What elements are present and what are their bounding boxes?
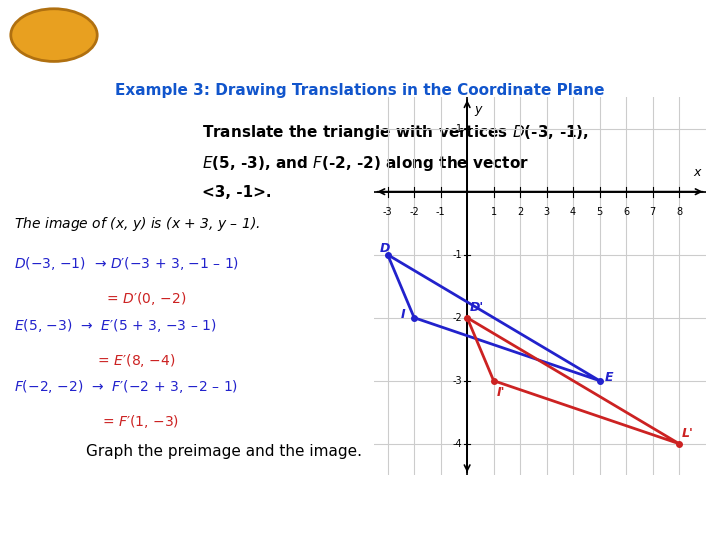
Text: $D$(−3, −1)  → $D$′(−3 + 3, −1 – 1): $D$(−3, −1) → $D$′(−3 + 3, −1 – 1) (14, 255, 240, 272)
Text: $E$(5, −3)  →  $E$′(5 + 3, −3 – 1): $E$(5, −3) → $E$′(5 + 3, −3 – 1) (14, 316, 217, 334)
Text: 6: 6 (623, 207, 629, 218)
Text: -3: -3 (452, 376, 462, 386)
Text: -1: -1 (452, 249, 462, 260)
Text: I': I' (496, 387, 505, 400)
Text: 5: 5 (596, 207, 603, 218)
Text: $E$(5, -3), and $F$(-2, -2) along the vector: $E$(5, -3), and $F$(-2, -2) along the ve… (202, 154, 528, 173)
Text: D': D' (469, 301, 484, 314)
Text: -2: -2 (452, 313, 462, 323)
Text: 2: 2 (517, 207, 523, 218)
Text: 8: 8 (676, 207, 682, 218)
Text: -3: -3 (383, 207, 392, 218)
Text: -4: -4 (452, 438, 462, 449)
Text: L': L' (682, 427, 693, 441)
Text: = $E$′(8, −4): = $E$′(8, −4) (14, 352, 176, 369)
Text: = $F$′(1, −3): = $F$′(1, −3) (14, 414, 179, 430)
Text: $x$: $x$ (693, 166, 703, 179)
Text: -2: -2 (409, 207, 419, 218)
Text: Translations: Translations (235, 18, 485, 52)
Text: Example 3: Drawing Translations in the Coordinate Plane: Example 3: Drawing Translations in the C… (115, 83, 605, 98)
Text: 4: 4 (570, 207, 576, 218)
Text: Graph the preimage and the image.: Graph the preimage and the image. (86, 444, 362, 460)
Text: E: E (605, 370, 613, 384)
Text: $y$: $y$ (474, 104, 484, 118)
Text: Translate the triangle with vertices $D$(-3, -1),: Translate the triangle with vertices $D$… (202, 123, 589, 142)
Text: Copyright © by Holt Mc Dougal. All Rights Reserved.: Copyright © by Holt Mc Dougal. All Right… (449, 520, 706, 530)
Ellipse shape (11, 9, 97, 62)
Text: D: D (379, 241, 390, 254)
Text: $F$(−2, −2)  →  $F$′(−2 + 3, −2 – 1): $F$(−2, −2) → $F$′(−2 + 3, −2 – 1) (14, 378, 238, 395)
Text: The image of ($x$, $y$) is ($x$ + 3, $y$ – 1).: The image of ($x$, $y$) is ($x$ + 3, $y$… (14, 215, 261, 233)
Text: I: I (401, 308, 405, 321)
Text: = $D$′(0, −2): = $D$′(0, −2) (14, 291, 186, 307)
Text: Holt McDougal Geometry: Holt McDougal Geometry (14, 518, 190, 532)
Text: 7: 7 (649, 207, 656, 218)
Text: -1: -1 (436, 207, 446, 218)
Text: 1: 1 (490, 207, 497, 218)
Text: <3, -1>.: <3, -1>. (202, 185, 271, 200)
Text: 1: 1 (456, 124, 462, 134)
Text: 3: 3 (544, 207, 549, 218)
